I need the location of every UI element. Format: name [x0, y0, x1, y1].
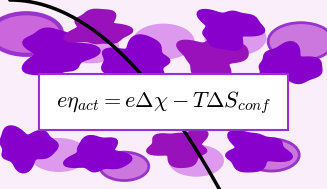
Circle shape	[232, 81, 278, 108]
Polygon shape	[226, 131, 292, 172]
Polygon shape	[128, 74, 193, 116]
Circle shape	[132, 24, 195, 60]
Circle shape	[49, 81, 95, 108]
Circle shape	[29, 138, 88, 172]
Circle shape	[204, 20, 267, 56]
Polygon shape	[102, 35, 170, 85]
Text: $e\eta_{act} = e\Delta\chi - T\Delta S_{conf}$: $e\eta_{act} = e\Delta\chi - T\Delta S_{…	[56, 89, 271, 115]
Circle shape	[268, 23, 327, 60]
Polygon shape	[197, 10, 265, 50]
Polygon shape	[0, 126, 58, 173]
Polygon shape	[22, 28, 100, 76]
Polygon shape	[177, 38, 248, 79]
Circle shape	[0, 13, 62, 55]
FancyBboxPatch shape	[39, 74, 288, 130]
Polygon shape	[64, 136, 132, 172]
Circle shape	[64, 31, 119, 63]
Polygon shape	[258, 42, 322, 87]
Polygon shape	[64, 9, 133, 43]
Circle shape	[168, 145, 224, 177]
Polygon shape	[147, 130, 208, 167]
Circle shape	[244, 139, 299, 171]
Circle shape	[100, 152, 149, 180]
